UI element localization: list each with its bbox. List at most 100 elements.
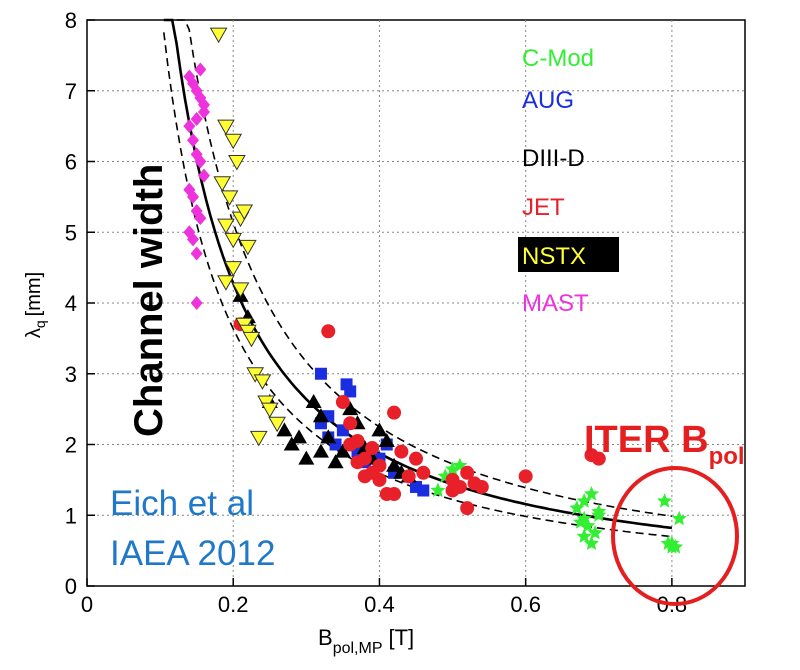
y-axis-subscript: q xyxy=(32,320,48,328)
point-nstx xyxy=(217,218,235,235)
point-nstx xyxy=(242,331,261,348)
y-axis-symbol: λ xyxy=(23,328,45,338)
point-diii-d xyxy=(378,432,395,447)
data-points xyxy=(183,27,687,554)
point-diii-d xyxy=(320,429,337,444)
point-jet xyxy=(321,324,336,339)
point-c-mod xyxy=(671,510,687,526)
point-diii-d xyxy=(327,454,344,469)
point-diii-d xyxy=(312,408,329,423)
point-c-mod xyxy=(660,535,676,550)
point-mast xyxy=(194,154,207,169)
point-jet xyxy=(372,472,387,487)
point-jet xyxy=(343,416,358,431)
point-jet xyxy=(474,479,489,494)
point-diii-d xyxy=(334,443,351,458)
x-axis-unit: [T] xyxy=(388,625,414,650)
point-nstx xyxy=(224,232,243,249)
y-tick-label: 8 xyxy=(65,8,77,33)
legend-aug: AUG xyxy=(522,87,574,114)
y-axis-unit: [mm] xyxy=(23,272,45,316)
point-jet xyxy=(591,451,606,466)
x-tick-label: 0 xyxy=(81,592,93,617)
y-tick-label: 4 xyxy=(65,291,77,316)
channel-width-label: Channel width xyxy=(127,164,171,437)
point-diii-d xyxy=(283,436,300,451)
point-diii-d xyxy=(371,422,388,437)
point-mast xyxy=(197,104,210,119)
point-nstx xyxy=(228,155,246,171)
point-nstx xyxy=(217,119,235,136)
point-c-mod xyxy=(576,510,592,526)
y-axis-label: λq [mm] xyxy=(23,272,48,338)
point-nstx xyxy=(220,190,239,206)
point-jet xyxy=(387,487,402,502)
point-nstx xyxy=(260,402,279,419)
point-nstx xyxy=(217,275,235,291)
point-diii-d xyxy=(276,422,293,437)
y-tick-label: 7 xyxy=(65,79,77,104)
x-axis-symbol: B xyxy=(318,625,333,650)
point-mast xyxy=(183,119,196,134)
x-axis-subscript: pol,MP xyxy=(333,640,383,657)
point-aug xyxy=(344,385,357,398)
iter-bpol-subscript: pol xyxy=(709,443,745,470)
point-jet xyxy=(365,441,380,456)
point-mast xyxy=(194,62,207,77)
point-jet xyxy=(518,469,533,484)
point-jet xyxy=(372,458,387,473)
point-jet xyxy=(343,437,358,452)
point-aug xyxy=(417,484,430,497)
point-c-mod xyxy=(591,503,607,519)
point-mast xyxy=(187,189,200,204)
point-diii-d xyxy=(386,457,403,472)
point-mast xyxy=(187,133,200,148)
legend-cmod: C-Mod xyxy=(522,45,594,72)
y-tick-label: 2 xyxy=(65,433,77,458)
point-diii-d xyxy=(291,429,308,444)
point-c-mod xyxy=(667,539,684,554)
y-tick-label: 5 xyxy=(65,220,77,245)
legend: C-Mod AUG DIII-D JET NSTX MAST xyxy=(518,45,619,317)
point-jet xyxy=(445,483,460,498)
iter-bpol-label: ITER Bpol xyxy=(584,419,745,470)
legend-mast: MAST xyxy=(522,290,589,317)
point-c-mod xyxy=(657,493,673,508)
legend-nstx-background xyxy=(518,237,619,272)
point-jet xyxy=(460,465,475,480)
point-jet xyxy=(357,469,372,484)
y-tick-label: 0 xyxy=(65,574,77,599)
point-c-mod xyxy=(587,524,603,540)
x-tick-label: 0.4 xyxy=(364,592,395,617)
y-tick-label: 6 xyxy=(65,150,77,175)
point-c-mod xyxy=(569,500,585,515)
point-mast xyxy=(190,246,203,261)
point-mast xyxy=(194,211,207,226)
point-diii-d xyxy=(312,443,329,458)
x-tick-label: 0.2 xyxy=(218,592,249,617)
point-nstx xyxy=(224,261,243,277)
point-c-mod xyxy=(583,535,600,550)
y-tick-label: 1 xyxy=(65,503,77,528)
point-aug xyxy=(314,367,327,380)
point-nstx xyxy=(253,374,272,390)
point-nstx xyxy=(235,204,254,221)
point-jet xyxy=(350,455,365,470)
point-jet xyxy=(394,444,409,459)
point-mast xyxy=(190,112,203,127)
point-nstx xyxy=(268,416,286,433)
legend-nstx: NSTX xyxy=(522,243,586,270)
point-diii-d xyxy=(305,394,322,409)
point-c-mod xyxy=(580,517,596,533)
point-mast xyxy=(197,97,210,112)
point-c-mod xyxy=(430,482,446,497)
point-mast xyxy=(197,168,210,183)
point-nstx xyxy=(238,239,257,256)
x-axis-label: Bpol,MP [T] xyxy=(318,625,414,657)
point-nstx xyxy=(224,133,243,150)
point-jet xyxy=(460,501,475,516)
x-tick-label: 0.6 xyxy=(510,592,541,617)
point-nstx xyxy=(213,176,232,192)
point-jet xyxy=(387,405,402,420)
